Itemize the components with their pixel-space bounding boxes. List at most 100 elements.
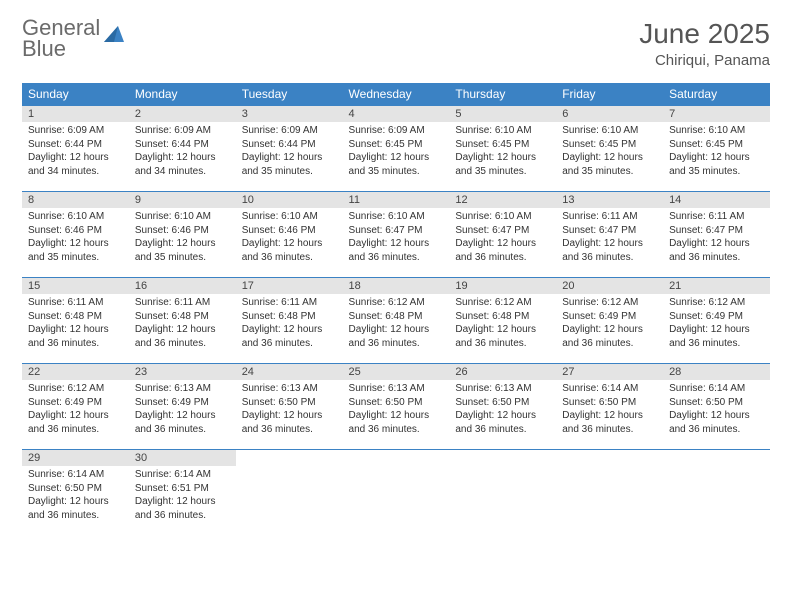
day-details: Sunrise: 6:13 AMSunset: 6:50 PMDaylight:…	[343, 380, 450, 440]
logo-line2: Blue	[22, 39, 100, 60]
calendar-cell: 1Sunrise: 6:09 AMSunset: 6:44 PMDaylight…	[22, 106, 129, 192]
calendar-cell: 29Sunrise: 6:14 AMSunset: 6:50 PMDayligh…	[22, 450, 129, 536]
day-details: Sunrise: 6:13 AMSunset: 6:50 PMDaylight:…	[236, 380, 343, 440]
day-details: Sunrise: 6:11 AMSunset: 6:48 PMDaylight:…	[236, 294, 343, 354]
day-details: Sunrise: 6:12 AMSunset: 6:48 PMDaylight:…	[343, 294, 450, 354]
calendar-cell: 9Sunrise: 6:10 AMSunset: 6:46 PMDaylight…	[129, 192, 236, 278]
day-number: 16	[129, 278, 236, 294]
calendar-cell	[449, 450, 556, 536]
calendar-week-row: 8Sunrise: 6:10 AMSunset: 6:46 PMDaylight…	[22, 192, 770, 278]
day-details: Sunrise: 6:10 AMSunset: 6:45 PMDaylight:…	[449, 122, 556, 182]
calendar-cell: 4Sunrise: 6:09 AMSunset: 6:45 PMDaylight…	[343, 106, 450, 192]
day-number: 1	[22, 106, 129, 122]
calendar-cell: 27Sunrise: 6:14 AMSunset: 6:50 PMDayligh…	[556, 364, 663, 450]
weekday-wednesday: Wednesday	[343, 83, 450, 106]
day-number: 7	[663, 106, 770, 122]
day-number: 8	[22, 192, 129, 208]
day-details: Sunrise: 6:14 AMSunset: 6:51 PMDaylight:…	[129, 466, 236, 526]
weekday-thursday: Thursday	[449, 83, 556, 106]
day-details: Sunrise: 6:14 AMSunset: 6:50 PMDaylight:…	[663, 380, 770, 440]
day-number: 25	[343, 364, 450, 380]
weekday-saturday: Saturday	[663, 83, 770, 106]
calendar-cell: 15Sunrise: 6:11 AMSunset: 6:48 PMDayligh…	[22, 278, 129, 364]
day-number: 2	[129, 106, 236, 122]
calendar-cell: 11Sunrise: 6:10 AMSunset: 6:47 PMDayligh…	[343, 192, 450, 278]
calendar-cell	[663, 450, 770, 536]
day-number: 24	[236, 364, 343, 380]
calendar-cell	[343, 450, 450, 536]
calendar-cell: 23Sunrise: 6:13 AMSunset: 6:49 PMDayligh…	[129, 364, 236, 450]
day-details: Sunrise: 6:09 AMSunset: 6:45 PMDaylight:…	[343, 122, 450, 182]
calendar-cell: 10Sunrise: 6:10 AMSunset: 6:46 PMDayligh…	[236, 192, 343, 278]
calendar-table: Sunday Monday Tuesday Wednesday Thursday…	[22, 83, 770, 536]
calendar-cell: 5Sunrise: 6:10 AMSunset: 6:45 PMDaylight…	[449, 106, 556, 192]
day-number: 4	[343, 106, 450, 122]
title-block: June 2025 Chiriqui, Panama	[639, 18, 770, 69]
day-number: 10	[236, 192, 343, 208]
calendar-cell: 21Sunrise: 6:12 AMSunset: 6:49 PMDayligh…	[663, 278, 770, 364]
day-number: 28	[663, 364, 770, 380]
day-number: 18	[343, 278, 450, 294]
calendar-cell: 22Sunrise: 6:12 AMSunset: 6:49 PMDayligh…	[22, 364, 129, 450]
day-details: Sunrise: 6:12 AMSunset: 6:49 PMDaylight:…	[556, 294, 663, 354]
calendar-cell: 19Sunrise: 6:12 AMSunset: 6:48 PMDayligh…	[449, 278, 556, 364]
day-number: 23	[129, 364, 236, 380]
day-number: 20	[556, 278, 663, 294]
day-number: 14	[663, 192, 770, 208]
calendar-cell: 13Sunrise: 6:11 AMSunset: 6:47 PMDayligh…	[556, 192, 663, 278]
day-number: 11	[343, 192, 450, 208]
calendar-cell: 28Sunrise: 6:14 AMSunset: 6:50 PMDayligh…	[663, 364, 770, 450]
calendar-cell	[556, 450, 663, 536]
weekday-header-row: Sunday Monday Tuesday Wednesday Thursday…	[22, 83, 770, 106]
day-number: 27	[556, 364, 663, 380]
calendar-cell: 2Sunrise: 6:09 AMSunset: 6:44 PMDaylight…	[129, 106, 236, 192]
day-number: 12	[449, 192, 556, 208]
day-number: 15	[22, 278, 129, 294]
day-details: Sunrise: 6:14 AMSunset: 6:50 PMDaylight:…	[22, 466, 129, 526]
calendar-cell: 25Sunrise: 6:13 AMSunset: 6:50 PMDayligh…	[343, 364, 450, 450]
day-details: Sunrise: 6:13 AMSunset: 6:49 PMDaylight:…	[129, 380, 236, 440]
calendar-body: 1Sunrise: 6:09 AMSunset: 6:44 PMDaylight…	[22, 106, 770, 536]
weekday-sunday: Sunday	[22, 83, 129, 106]
calendar-week-row: 29Sunrise: 6:14 AMSunset: 6:50 PMDayligh…	[22, 450, 770, 536]
calendar-cell: 24Sunrise: 6:13 AMSunset: 6:50 PMDayligh…	[236, 364, 343, 450]
logo: General Blue	[22, 18, 124, 60]
weekday-friday: Friday	[556, 83, 663, 106]
day-details: Sunrise: 6:10 AMSunset: 6:46 PMDaylight:…	[236, 208, 343, 268]
day-details: Sunrise: 6:10 AMSunset: 6:45 PMDaylight:…	[556, 122, 663, 182]
day-number: 6	[556, 106, 663, 122]
calendar-week-row: 1Sunrise: 6:09 AMSunset: 6:44 PMDaylight…	[22, 106, 770, 192]
calendar-cell: 16Sunrise: 6:11 AMSunset: 6:48 PMDayligh…	[129, 278, 236, 364]
day-details: Sunrise: 6:14 AMSunset: 6:50 PMDaylight:…	[556, 380, 663, 440]
calendar-cell: 3Sunrise: 6:09 AMSunset: 6:44 PMDaylight…	[236, 106, 343, 192]
day-details: Sunrise: 6:11 AMSunset: 6:47 PMDaylight:…	[663, 208, 770, 268]
day-number: 9	[129, 192, 236, 208]
location: Chiriqui, Panama	[639, 52, 770, 69]
day-details: Sunrise: 6:11 AMSunset: 6:48 PMDaylight:…	[129, 294, 236, 354]
calendar-week-row: 22Sunrise: 6:12 AMSunset: 6:49 PMDayligh…	[22, 364, 770, 450]
day-details: Sunrise: 6:09 AMSunset: 6:44 PMDaylight:…	[129, 122, 236, 182]
day-details: Sunrise: 6:10 AMSunset: 6:46 PMDaylight:…	[22, 208, 129, 268]
day-number: 26	[449, 364, 556, 380]
calendar-cell: 8Sunrise: 6:10 AMSunset: 6:46 PMDaylight…	[22, 192, 129, 278]
day-details: Sunrise: 6:13 AMSunset: 6:50 PMDaylight:…	[449, 380, 556, 440]
calendar-cell: 6Sunrise: 6:10 AMSunset: 6:45 PMDaylight…	[556, 106, 663, 192]
calendar-cell: 26Sunrise: 6:13 AMSunset: 6:50 PMDayligh…	[449, 364, 556, 450]
day-details: Sunrise: 6:11 AMSunset: 6:48 PMDaylight:…	[22, 294, 129, 354]
day-details: Sunrise: 6:12 AMSunset: 6:49 PMDaylight:…	[663, 294, 770, 354]
day-details: Sunrise: 6:12 AMSunset: 6:48 PMDaylight:…	[449, 294, 556, 354]
calendar-cell: 17Sunrise: 6:11 AMSunset: 6:48 PMDayligh…	[236, 278, 343, 364]
calendar-cell	[236, 450, 343, 536]
weekday-monday: Monday	[129, 83, 236, 106]
day-details: Sunrise: 6:10 AMSunset: 6:45 PMDaylight:…	[663, 122, 770, 182]
day-number: 30	[129, 450, 236, 466]
logo-triangle-icon	[104, 26, 124, 42]
day-number: 19	[449, 278, 556, 294]
day-number: 5	[449, 106, 556, 122]
day-details: Sunrise: 6:12 AMSunset: 6:49 PMDaylight:…	[22, 380, 129, 440]
day-details: Sunrise: 6:10 AMSunset: 6:47 PMDaylight:…	[343, 208, 450, 268]
weekday-tuesday: Tuesday	[236, 83, 343, 106]
day-details: Sunrise: 6:09 AMSunset: 6:44 PMDaylight:…	[22, 122, 129, 182]
header: General Blue June 2025 Chiriqui, Panama	[22, 18, 770, 69]
month-title: June 2025	[639, 18, 770, 50]
